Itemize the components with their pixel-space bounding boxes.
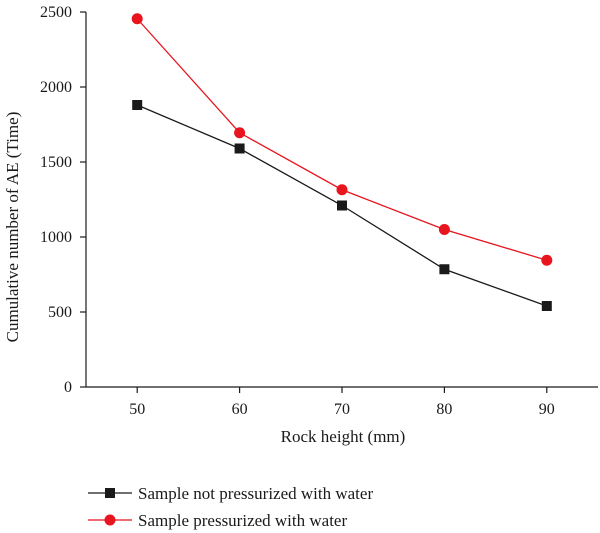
legend-label: Sample pressurized with water [138,511,347,530]
series-2-point [541,254,553,266]
series-1 [132,100,552,311]
y-tick-label: 0 [64,379,72,396]
y-tick-label: 2000 [40,79,72,96]
series-1-point [541,301,552,311]
series-2-line [136,18,547,261]
series [131,13,553,311]
x-tick-label: 80 [436,401,452,418]
x-tick-label: 70 [334,401,350,418]
legend-marker [105,488,115,498]
series-2-point [336,184,348,196]
axes [85,12,598,388]
y-tick-label: 500 [48,304,72,321]
series-2-point [438,224,450,235]
x-tick-label: 60 [232,401,248,418]
x-ticks: 50 60 70 80 90 [129,387,555,418]
y-axis-title: Cumulative number of AE (Time) [3,112,22,343]
x-tick-label: 90 [539,401,555,418]
y-tick-label: 1500 [40,154,72,171]
series-2-point [234,127,246,139]
series-2 [131,13,553,266]
y-tick-label: 1000 [40,229,72,246]
y-ticks: 0 500 1000 1500 2000 2500 [40,4,86,396]
x-axis-title: Rock height (mm) [281,427,406,446]
series-1-point [337,200,347,211]
legend-entry-2: Sample pressurized with water [88,511,347,530]
legend: Sample not pressurized with water Sample … [88,484,373,530]
series-1-point [234,143,245,154]
legend-marker [104,514,116,526]
legend-label: Sample not pressurized with water [138,484,373,503]
x-tick-label: 50 [129,401,145,418]
legend-entry-1: Sample not pressurized with water [88,484,373,503]
series-2-point [131,13,143,25]
series-1-point [439,264,450,275]
series-1-point [132,100,143,110]
y-tick-label: 2500 [40,4,72,21]
